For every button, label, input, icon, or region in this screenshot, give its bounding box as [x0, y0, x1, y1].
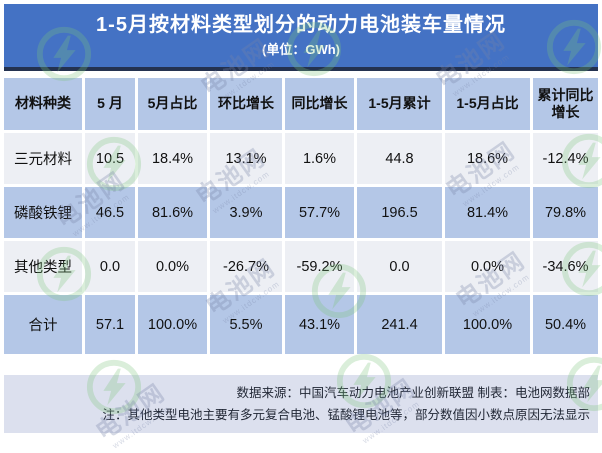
cell-value: 79.8% — [530, 187, 598, 238]
column-header-may-share: 5月占比 — [135, 78, 207, 130]
cell-value: -12.4% — [530, 133, 598, 184]
cell-value: 0.0% — [135, 241, 207, 292]
cell-material: 磷酸铁锂 — [4, 187, 82, 238]
cell-value: 1.6% — [282, 133, 354, 184]
cell-value: 13.1% — [207, 133, 282, 184]
cell-value: 5.5% — [207, 295, 282, 354]
battery-installation-table: 材料种类 5 月 5月占比 环比增长 同比增长 1-5月累计 1-5月占比 累计… — [4, 75, 598, 357]
cell-value: 196.5 — [354, 187, 442, 238]
page-title: 1-5月按材料类型划分的动力电池装车量情况 — [96, 13, 506, 36]
cell-value: 57.1 — [82, 295, 135, 354]
cell-material: 合计 — [4, 295, 82, 354]
cell-value: 43.1% — [282, 295, 354, 354]
cell-value: 100.0% — [135, 295, 207, 354]
cell-value: 18.6% — [442, 133, 530, 184]
table-row-other: 其他类型 0.0 0.0% -26.7% -59.2% 0.0 0.0% -34… — [4, 241, 598, 292]
cell-value: 0.0% — [442, 241, 530, 292]
column-header-may: 5 月 — [82, 78, 135, 130]
column-header-mom-growth: 环比增长 — [207, 78, 282, 130]
footer-notes: 数据来源：中国汽车动力电池产业创新联盟 制表：电池网数据部 注：其他类型电池主要… — [4, 375, 598, 433]
cell-value: 50.4% — [530, 295, 598, 354]
cell-value: 100.0% — [442, 295, 530, 354]
infographic-canvas: 1-5月按材料类型划分的动力电池装车量情况 (单位：GWh) 材料种类 5 月 … — [4, 4, 602, 451]
cell-value: -59.2% — [282, 241, 354, 292]
data-source-line: 数据来源：中国汽车动力电池产业创新联盟 制表：电池网数据部 — [236, 386, 590, 400]
cell-value: 18.4% — [135, 133, 207, 184]
table-row-total: 合计 57.1 100.0% 5.5% 43.1% 241.4 100.0% 5… — [4, 295, 598, 354]
cell-value: 81.6% — [135, 187, 207, 238]
cell-value: 241.4 — [354, 295, 442, 354]
column-header-yoy-growth: 同比增长 — [282, 78, 354, 130]
table-row-ternary: 三元材料 10.5 18.4% 13.1% 1.6% 44.8 18.6% -1… — [4, 133, 598, 184]
cell-value: 10.5 — [82, 133, 135, 184]
cell-material: 其他类型 — [4, 241, 82, 292]
cell-material: 三元材料 — [4, 133, 82, 184]
note-line: 注：其他类型电池主要有多元复合电池、锰酸锂电池等，部分数值因小数点原因无法显示 — [102, 408, 590, 422]
table-header-row: 材料种类 5 月 5月占比 环比增长 同比增长 1-5月累计 1-5月占比 累计… — [4, 78, 598, 130]
cell-value: 3.9% — [207, 187, 282, 238]
cell-value: -26.7% — [207, 241, 282, 292]
table-row-lfp: 磷酸铁锂 46.5 81.6% 3.9% 57.7% 196.5 81.4% 7… — [4, 187, 598, 238]
title-bar: 1-5月按材料类型划分的动力电池装车量情况 (单位：GWh) — [4, 4, 598, 71]
cell-value: 81.4% — [442, 187, 530, 238]
cell-value: 44.8 — [354, 133, 442, 184]
cell-value: 57.7% — [282, 187, 354, 238]
cell-value: -34.6% — [530, 241, 598, 292]
cell-value: 0.0 — [82, 241, 135, 292]
cell-value: 46.5 — [82, 187, 135, 238]
cell-value: 0.0 — [354, 241, 442, 292]
column-header-material: 材料种类 — [4, 78, 82, 130]
column-header-cumulative: 1-5月累计 — [354, 78, 442, 130]
column-header-cumulative-yoy: 累计同比增长 — [530, 78, 598, 130]
column-header-cumulative-share: 1-5月占比 — [442, 78, 530, 130]
title-unit-label: (单位：GWh) — [262, 41, 340, 57]
